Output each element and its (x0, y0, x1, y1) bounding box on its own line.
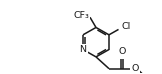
Text: N: N (80, 45, 87, 54)
Text: O: O (118, 47, 126, 56)
Text: CF₃: CF₃ (73, 11, 89, 20)
Text: Cl: Cl (121, 22, 130, 31)
Text: O: O (131, 64, 139, 73)
